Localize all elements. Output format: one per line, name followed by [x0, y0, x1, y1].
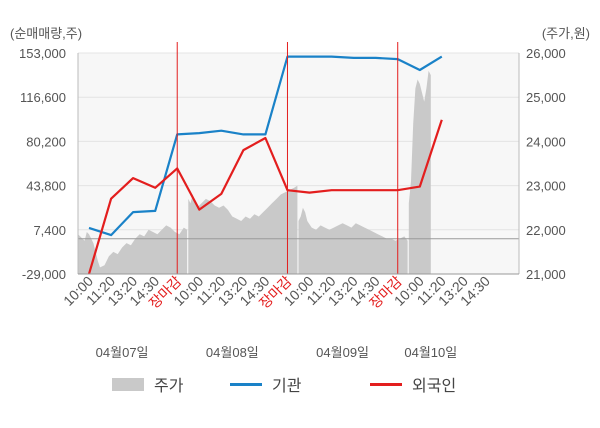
legend-swatch-line — [370, 383, 402, 386]
price-area — [408, 70, 431, 274]
right-tick-label: 25,000 — [526, 90, 566, 105]
legend-label: 외국인 — [412, 377, 456, 395]
legend-label: 주가 — [154, 377, 184, 395]
right-tick-label: 24,000 — [526, 134, 566, 149]
left-tick-label: 43,800 — [26, 179, 66, 194]
left-tick-label: 80,200 — [26, 134, 66, 149]
right-axis-unit: (주가,원) — [542, 26, 590, 41]
price-area-layer — [78, 70, 431, 274]
legend: 주가 기관 외국인 — [112, 377, 456, 395]
right-tick-label: 23,000 — [526, 179, 566, 194]
date-label-layer: 04월07일 04월08일 04월09일 04월10일 — [96, 345, 458, 360]
series-line-left-2 — [87, 119, 443, 275]
series-line-left-1 — [88, 55, 443, 237]
line-series-layer — [87, 55, 443, 275]
right-tick-label: 22,000 — [526, 223, 566, 238]
price-area — [188, 185, 298, 274]
legend-swatch-line — [230, 383, 262, 386]
price-area — [78, 225, 188, 274]
left-tick-label: -29,000 — [22, 267, 66, 282]
left-axis-unit: (순매매량,주) — [10, 26, 82, 41]
date-label: 04월09일 — [316, 345, 369, 360]
left-tick-label: 7,400 — [33, 223, 66, 238]
date-label: 04월10일 — [404, 345, 457, 360]
separator-layer — [176, 42, 399, 274]
axis-layer: (순매매량,주) (주가,원) 153,000 116,600 80,200 43,8… — [10, 26, 590, 282]
date-label: 04월07일 — [96, 345, 149, 360]
legend-swatch-box — [112, 378, 144, 391]
date-label: 04월08일 — [206, 345, 259, 360]
price-area — [298, 207, 408, 274]
right-tick-label: 21,000 — [526, 267, 566, 282]
legend-label: 기관 — [272, 377, 302, 395]
right-tick-label: 26,000 — [526, 46, 566, 61]
left-tick-label: 153,000 — [19, 46, 66, 61]
left-tick-label: 116,600 — [20, 90, 66, 105]
x-tick-layer: 10:0011:2013:2014:30장마감10:0011:2013:2014… — [60, 273, 493, 312]
